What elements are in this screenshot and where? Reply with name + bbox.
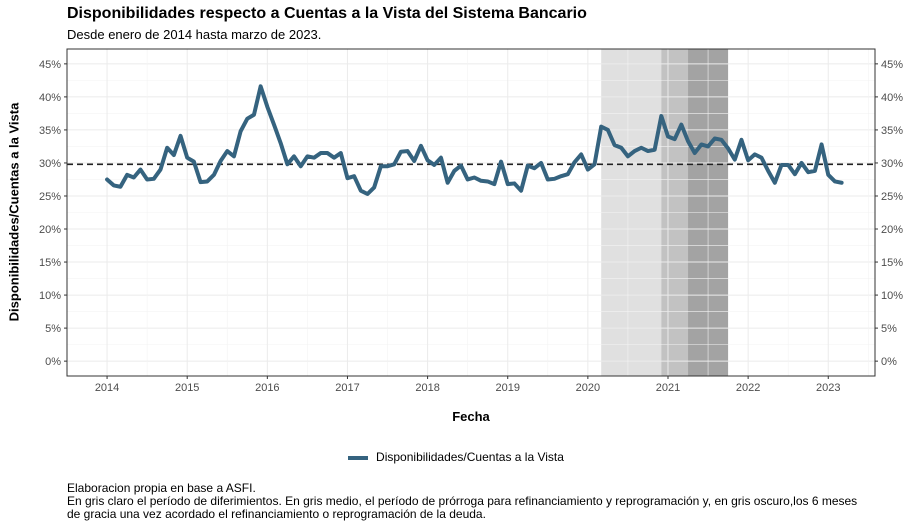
y-tick-label-right: 35% <box>881 125 903 137</box>
y-tick-label-right: 15% <box>881 257 903 269</box>
caption-line-3: de gracia una vez acordado el refinancia… <box>67 507 486 521</box>
caption-line-2: En gris claro el período de diferimiento… <box>67 494 858 508</box>
x-tick-label: 2020 <box>576 382 600 394</box>
legend-key <box>348 455 369 460</box>
x-tick-label: 2019 <box>495 382 519 394</box>
series-group <box>105 84 844 196</box>
y-tick-label-right: 0% <box>881 356 897 368</box>
legend: Disponibilidades/Cuentas a la Vista <box>0 450 912 464</box>
plot-border <box>66 48 876 377</box>
legend-label: Disponibilidades/Cuentas a la Vista <box>376 450 564 464</box>
x-tick-label: 2022 <box>736 382 760 394</box>
caption-line-1: Elaboracion propia en base a ASFI. <box>67 481 256 495</box>
series-line <box>105 84 844 196</box>
y-tick-label-right: 5% <box>881 323 897 335</box>
x-axis-label: Fecha <box>452 409 490 424</box>
grid-lines <box>67 49 875 376</box>
chart-subtitle: Desde enero de 2014 hasta marzo de 2023. <box>67 27 322 42</box>
y-tick-label-left: 15% <box>39 257 61 269</box>
y-tick-label-left: 35% <box>39 125 61 137</box>
y-tick-label-left: 45% <box>39 59 61 71</box>
y-tick-label-right: 30% <box>881 158 903 170</box>
x-tick-label: 2014 <box>95 382 119 394</box>
caption: Elaboracion propia en base a ASFI. En gr… <box>67 482 902 521</box>
chart-title: Disponibilidades respecto a Cuentas a la… <box>67 5 587 22</box>
y-tick-label-right: 20% <box>881 224 903 236</box>
axes: 0% 0% 5% 5% 10% 10% 15% 15% 20% 20% 25% 25% 30% 30% 35… <box>39 59 903 394</box>
y-tick-label-left: 25% <box>39 191 61 203</box>
y-tick-label-left: 30% <box>39 158 61 170</box>
y-tick-label-left: 10% <box>39 290 61 302</box>
y-tick-label-left: 0% <box>45 356 61 368</box>
y-tick-label-right: 40% <box>881 92 903 104</box>
x-tick-label: 2018 <box>415 382 439 394</box>
x-tick-label: 2015 <box>175 382 199 394</box>
x-tick-label: 2023 <box>816 382 840 394</box>
y-tick-label-right: 45% <box>881 59 903 71</box>
y-tick-label-right: 25% <box>881 191 903 203</box>
x-tick-label: 2021 <box>656 382 680 394</box>
x-tick-label: 2017 <box>335 382 359 394</box>
y-tick-label-left: 40% <box>39 92 61 104</box>
x-tick-label: 2016 <box>255 382 279 394</box>
y-tick-label-left: 5% <box>45 323 61 335</box>
y-tick-label-left: 20% <box>39 224 61 236</box>
y-tick-label-right: 10% <box>881 290 903 302</box>
